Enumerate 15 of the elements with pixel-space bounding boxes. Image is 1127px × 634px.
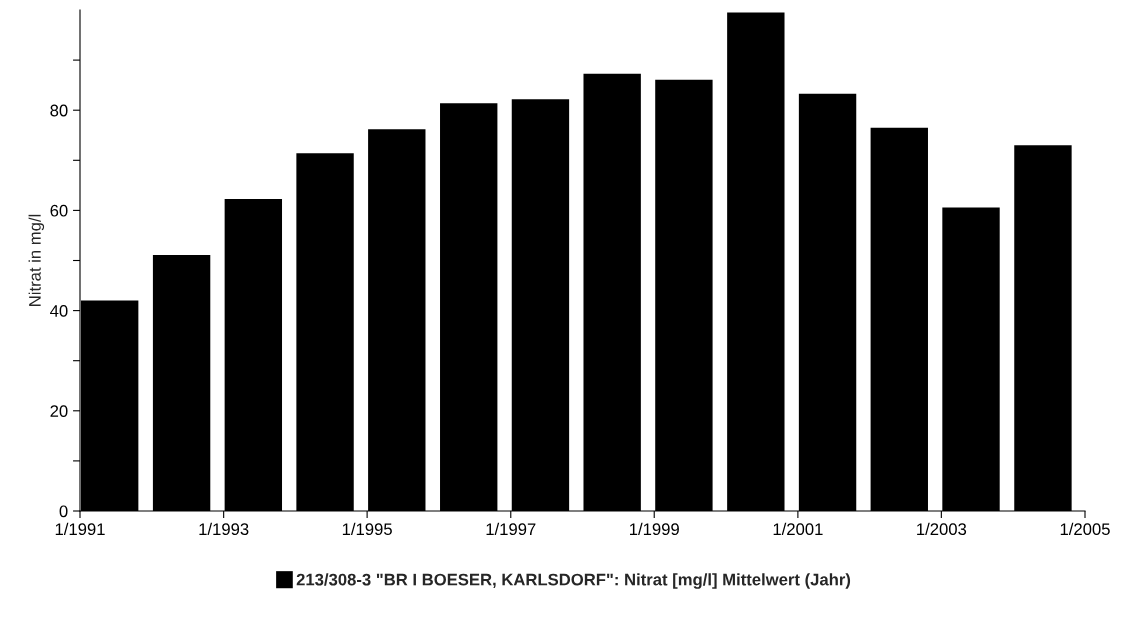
x-tick-label: 1/1999 [630,522,679,536]
x-tick-label: 1/1991 [55,522,105,536]
y-tick-label: 0 [59,505,68,518]
y-tick-label: 60 [50,204,68,217]
x-tick-label: 1/2003 [917,522,967,536]
x-tick-label: 1/1993 [199,522,249,536]
x-tick-label: 1/1995 [342,522,392,536]
x-tick-label: 1/2001 [773,522,823,536]
y-tick-label: 40 [50,305,68,317]
x-tick-label: 1/1997 [486,522,536,536]
legend-label: 213/308-3 "BR I BOESER, KARLSDORF": Nitrat [mg/l] Mittelwert (Jahr) [296,573,851,589]
x-tick-label: 1/2005 [1060,522,1110,536]
y-tick-label: 20 [50,405,68,417]
y-tick-label: 80 [50,104,68,117]
y-axis-title: Nitrat in mg/l [28,214,45,306]
